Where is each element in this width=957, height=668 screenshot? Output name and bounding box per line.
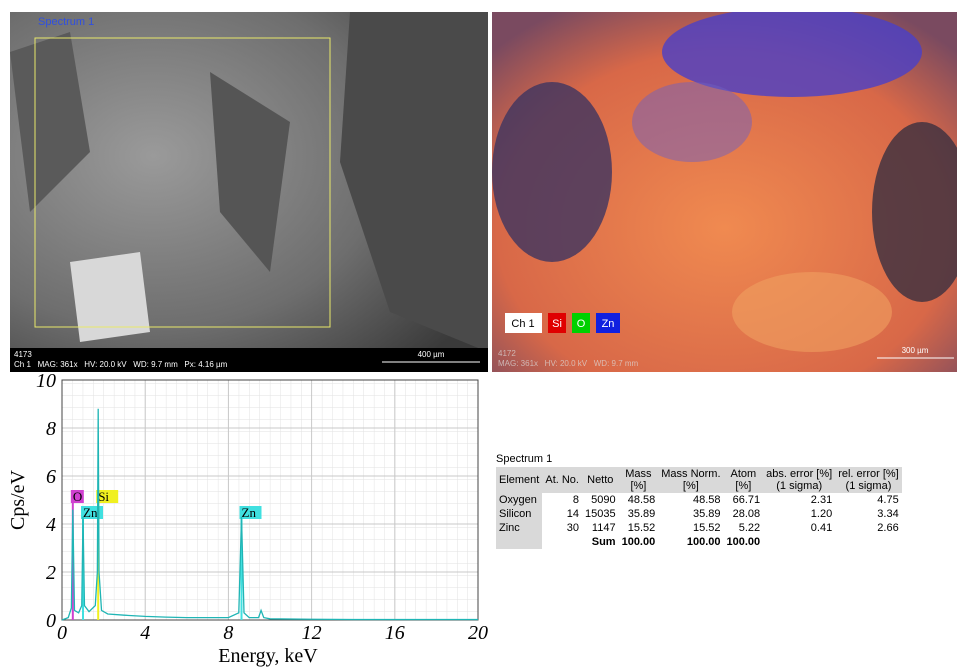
table-cell: 35.89 <box>619 507 659 521</box>
table-cell: 4.75 <box>835 493 902 507</box>
y-tick-label: 2 <box>46 562 56 584</box>
sum-cell: Sum <box>582 535 619 549</box>
table-cell: 48.58 <box>658 493 723 507</box>
column-header: Element <box>496 467 542 493</box>
x-tick-label: 12 <box>302 622 322 644</box>
page: Spectrum 1 4173 Ch 1 MAG: 361x HV: 20.0 … <box>0 0 957 668</box>
table-cell: 28.08 <box>724 507 764 521</box>
column-header: At. No. <box>542 467 582 493</box>
header-line: [%] <box>727 480 761 492</box>
table-cell: 14 <box>542 507 582 521</box>
table-cell: 1.20 <box>763 507 835 521</box>
table-cell <box>835 535 902 549</box>
y-tick-label: 6 <box>46 466 56 488</box>
x-tick-label: 4 <box>140 622 150 644</box>
scale-label: 300 µm <box>902 346 929 355</box>
table-cell <box>496 535 542 549</box>
sum-cell: 100.00 <box>658 535 723 549</box>
header-line: Atom <box>727 468 761 480</box>
table-title: Spectrum 1 <box>496 453 902 465</box>
legend-label: O <box>577 318 586 330</box>
table-cell <box>763 535 835 549</box>
sum-cell: 100.00 <box>724 535 764 549</box>
peak-label: Zn <box>242 505 257 520</box>
table-cell: 15.52 <box>658 521 723 535</box>
header-line: At. No. <box>545 474 579 486</box>
header-line: (1 sigma) <box>838 480 899 492</box>
legend-label: Si <box>552 318 562 330</box>
peak-label: Zn <box>83 505 98 520</box>
table-cell: 1147 <box>582 521 619 535</box>
image-info: MAG: 361x HV: 20.0 kV WD: 9.7 mm <box>498 359 639 368</box>
column-header: Atom[%] <box>724 467 764 493</box>
header-line: Netto <box>585 474 616 486</box>
image-info: Ch 1 MAG: 361x HV: 20.0 kV WD: 9.7 mm Px… <box>14 360 228 369</box>
table-cell: 30 <box>542 521 582 535</box>
header-line: Mass <box>622 468 656 480</box>
table-cell: 48.58 <box>619 493 659 507</box>
map-image: Ch 1 Si O Zn 4172 MAG: 361x HV: 20.0 kV … <box>492 12 957 372</box>
peak-label: O <box>73 489 82 504</box>
column-header: Netto <box>582 467 619 493</box>
table-cell: 2.66 <box>835 521 902 535</box>
scale-label: 400 µm <box>418 350 445 359</box>
table-cell: 2.31 <box>763 493 835 507</box>
column-header: Mass[%] <box>619 467 659 493</box>
x-tick-label: 8 <box>223 622 233 644</box>
image-id: 4173 <box>14 350 32 359</box>
x-tick-label: 0 <box>57 622 67 644</box>
table-cell <box>542 535 582 549</box>
spectrum-label: Spectrum 1 <box>38 16 94 28</box>
y-tick-label: 8 <box>46 418 56 440</box>
legend-label: Zn <box>602 318 615 330</box>
table-cell: 3.34 <box>835 507 902 521</box>
x-tick-label: 20 <box>468 622 488 644</box>
table-cell: Silicon <box>496 507 542 521</box>
header-line: [%] <box>661 480 720 492</box>
header-line: rel. error [%] <box>838 468 899 480</box>
sem-image: Spectrum 1 4173 Ch 1 MAG: 361x HV: 20.0 … <box>10 12 488 372</box>
table-cell: 5.22 <box>724 521 764 535</box>
header-line: Element <box>499 474 539 486</box>
legend-label: Ch 1 <box>511 318 534 330</box>
header-line: abs. error [%] <box>766 468 832 480</box>
y-tick-label: 10 <box>36 372 56 392</box>
x-tick-label: 16 <box>385 622 405 644</box>
image-id: 4172 <box>498 349 516 358</box>
table-cell: Oxygen <box>496 493 542 507</box>
table-cell: 8 <box>542 493 582 507</box>
y-tick-label: 0 <box>46 610 56 632</box>
header-line: [%] <box>622 480 656 492</box>
x-axis-label: Energy, keV <box>218 645 318 667</box>
column-header: Mass Norm.[%] <box>658 467 723 493</box>
y-tick-label: 4 <box>46 514 56 536</box>
table-cell: 5090 <box>582 493 619 507</box>
y-axis-label: Cps/eV <box>7 469 29 530</box>
table-cell: Zinc <box>496 521 542 535</box>
sum-cell: 100.00 <box>619 535 659 549</box>
peak-label: Si <box>98 489 109 504</box>
table-cell: 0.41 <box>763 521 835 535</box>
header-line: (1 sigma) <box>766 480 832 492</box>
table-cell: 15035 <box>582 507 619 521</box>
header-line: Mass Norm. <box>661 468 720 480</box>
table-cell: 15.52 <box>619 521 659 535</box>
column-header: abs. error [%](1 sigma) <box>763 467 835 493</box>
column-header: rel. error [%](1 sigma) <box>835 467 902 493</box>
table-cell: 35.89 <box>658 507 723 521</box>
table-cell: 66.71 <box>724 493 764 507</box>
